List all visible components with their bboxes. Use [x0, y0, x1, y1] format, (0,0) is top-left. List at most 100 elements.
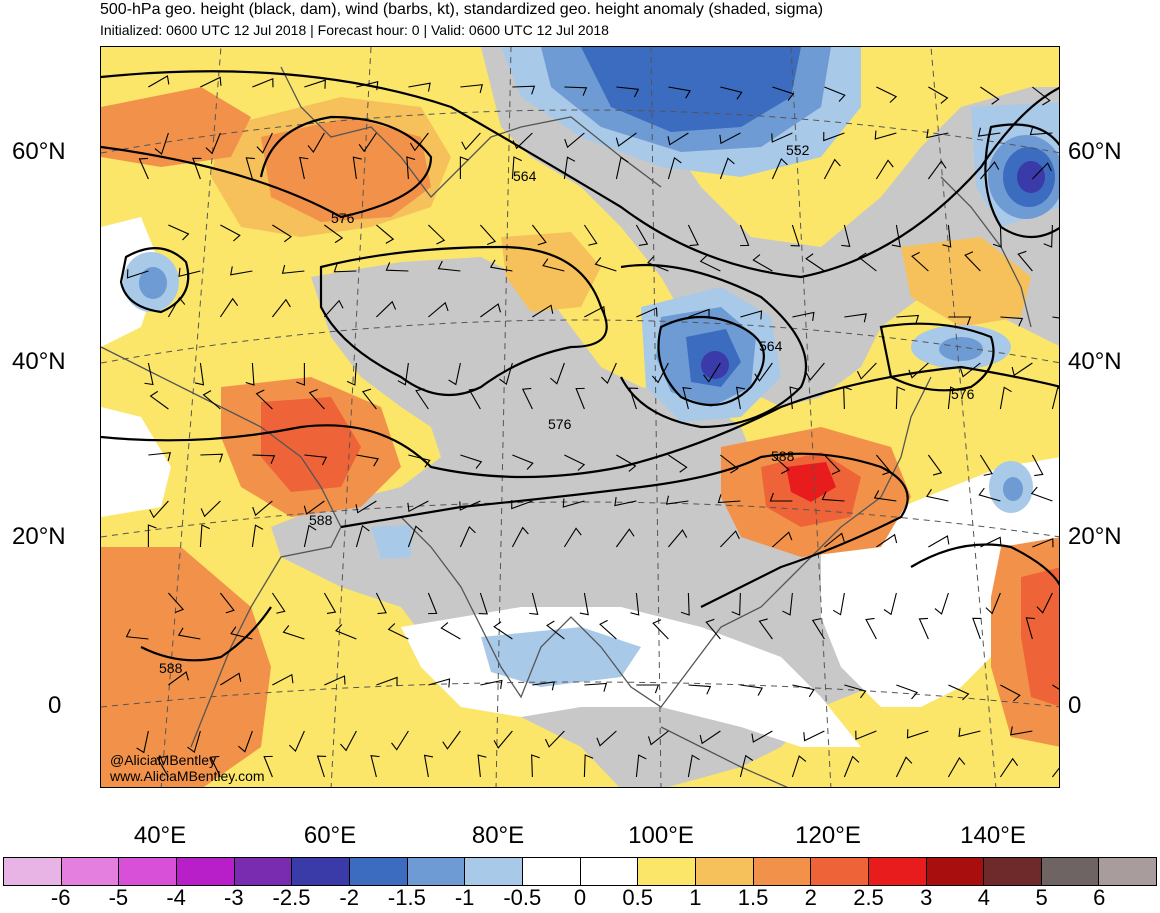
wind-barb: [992, 224, 1002, 248]
wind-barb: [789, 386, 799, 410]
wind-barb: [985, 592, 1001, 615]
wind-barb: [459, 156, 469, 179]
wind-barb: [575, 387, 585, 410]
wind-barb: [791, 755, 807, 778]
shading-blue-okhotsk-core: [939, 337, 983, 361]
wind-barb: [792, 311, 815, 321]
wind-barb: [926, 129, 949, 139]
wind-barb: [719, 530, 740, 548]
wind-barb: [307, 132, 325, 154]
wind-barb: [771, 157, 788, 180]
colorbar-label: 3: [920, 885, 933, 910]
colorbar-label: -2.5: [272, 885, 311, 910]
wind-barb: [668, 454, 688, 473]
wind-barb: [299, 156, 309, 180]
wind-barb: [478, 592, 488, 615]
wind-barb: [415, 388, 429, 410]
wind-barb: [564, 454, 586, 471]
colorbar-swatch: [119, 858, 177, 885]
wind-barb: [252, 454, 276, 464]
wind-barb: [928, 86, 949, 104]
wind-barb: [824, 532, 845, 548]
lat-label-right: 40°N: [1068, 348, 1122, 375]
wind-barb: [339, 730, 357, 752]
wind-barb: [272, 673, 294, 686]
wind-barb: [271, 592, 286, 614]
wind-barb: [477, 754, 487, 778]
chart-subtitle: Initialized: 0600 UTC 12 Jul 2018 | Fore…: [100, 22, 609, 38]
wind-barb: [200, 453, 224, 463]
wind-barb: [512, 454, 534, 470]
wind-barb: [980, 536, 1002, 548]
contour-576-mongolia-outer: [620, 263, 808, 429]
wind-barb: [245, 362, 255, 386]
colorbar-swatch: [1041, 858, 1100, 885]
wind-barb: [596, 730, 617, 747]
wind-barb: [335, 624, 357, 640]
contour-label: 588: [159, 660, 183, 676]
wind-barb: [440, 622, 461, 640]
wind-barb: [980, 86, 1000, 105]
wind-barb: [356, 454, 379, 467]
shading-orange-central-asia: [501, 232, 601, 312]
wind-barb: [772, 531, 793, 548]
wind-barb: [688, 308, 710, 319]
wind-barb: [542, 258, 565, 272]
wind-barb: [832, 592, 845, 616]
wind-barb: [752, 254, 773, 272]
wind-barb: [563, 527, 582, 548]
wind-barb: [512, 85, 536, 95]
contour-564-mongolia: [657, 315, 765, 407]
contour-588-africa: [140, 606, 272, 662]
wind-barb: [615, 132, 637, 147]
graticule-lon-120: [790, 47, 832, 787]
wind-barb: [200, 500, 221, 518]
wind-barb: [358, 132, 377, 153]
wind-barb: [668, 86, 691, 99]
colorbar-swatch: [407, 858, 466, 885]
wind-barb: [979, 161, 1000, 180]
wind-barb: [480, 679, 503, 689]
colorbar-swatch: [292, 858, 350, 885]
coastline-indonesia: [660, 726, 789, 787]
wind-barb: [408, 454, 431, 468]
wind-barb: [531, 224, 547, 246]
colorbar-swatch: [580, 858, 639, 885]
wind-barb: [304, 454, 328, 466]
wind-barb: [947, 386, 959, 410]
wind-barb: [979, 454, 993, 476]
wind-barb: [844, 684, 867, 699]
wind-barb: [687, 754, 700, 778]
colorbar-swatch: [234, 858, 293, 885]
wind-barb: [428, 224, 446, 245]
wind-barb: [875, 159, 894, 180]
wind-barb: [805, 253, 825, 272]
wind-barb: [735, 386, 746, 410]
wind-barb: [147, 524, 157, 547]
colorbar-label: 0: [573, 885, 587, 910]
wind-barb: [720, 86, 743, 100]
wind-barb: [758, 618, 773, 640]
wind-barb: [628, 387, 639, 410]
lat-label-left: 40°N: [12, 348, 66, 375]
shading-blue-arctic-core: [581, 47, 801, 132]
wind-barb: [680, 592, 690, 616]
colorbar-label: 2: [804, 885, 817, 910]
wind-barb: [717, 494, 741, 504]
wind-barb: [934, 592, 949, 615]
wind-barb: [699, 255, 721, 272]
wind-barb: [200, 76, 222, 88]
colorbar-swatch: [465, 858, 523, 885]
shading-red-west-pacific: [1021, 567, 1059, 707]
wind-barb: [352, 156, 362, 180]
graticule-lon-60: [330, 47, 372, 787]
wind-barb: [769, 492, 793, 502]
wind-barb: [511, 499, 533, 510]
wind-barb: [614, 497, 637, 507]
contour-label: 576: [951, 386, 975, 402]
map-canvas: 564 576 552 564 576 576 588 588 588: [101, 47, 1059, 787]
wind-barb: [252, 500, 273, 517]
wind-barb: [144, 362, 154, 386]
wind-barb: [1029, 126, 1053, 136]
colorbar-label: 2.5: [853, 885, 884, 910]
